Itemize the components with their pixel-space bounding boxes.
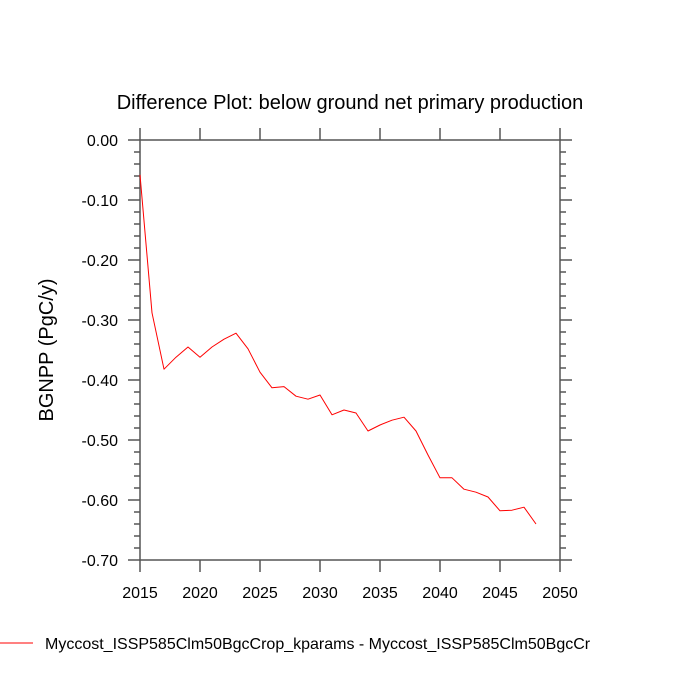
axes: 2015 2020 2025 2030 2035 2040 2045 2050 0.00 -0.1… — [82, 128, 578, 602]
series-line — [139, 174, 537, 525]
legend-label: Myccost_ISSP585Clm50BgcCrop_kparams - My… — [45, 636, 591, 653]
y-tick-label: -0.70 — [82, 553, 119, 570]
series-group — [139, 174, 537, 525]
x-tick-label: 2040 — [422, 585, 458, 602]
chart-title: Difference Plot: below ground net primar… — [117, 92, 584, 114]
x-tick-label: 2030 — [302, 585, 338, 602]
legend: Myccost_ISSP585Clm50BgcCrop_kparams - My… — [0, 636, 591, 653]
y-tick-label: -0.60 — [82, 493, 119, 510]
y-axis-label: BGNPP (PgC/y) — [36, 279, 58, 422]
x-tick-label: 2020 — [182, 585, 218, 602]
x-tick-label: 2015 — [122, 585, 158, 602]
y-tick-label: 0.00 — [87, 133, 118, 150]
y-tick-label: -0.10 — [82, 193, 119, 210]
plot-frame — [139, 139, 561, 561]
x-tick-label: 2050 — [542, 585, 578, 602]
x-tick-label: 2035 — [362, 585, 398, 602]
y-tick-label: -0.20 — [82, 253, 119, 270]
y-tick-label: -0.30 — [82, 313, 119, 330]
x-tick-label: 2025 — [242, 585, 278, 602]
x-tick-label: 2045 — [482, 585, 518, 602]
y-tick-label: -0.50 — [82, 433, 119, 450]
y-tick-label: -0.40 — [82, 373, 119, 390]
